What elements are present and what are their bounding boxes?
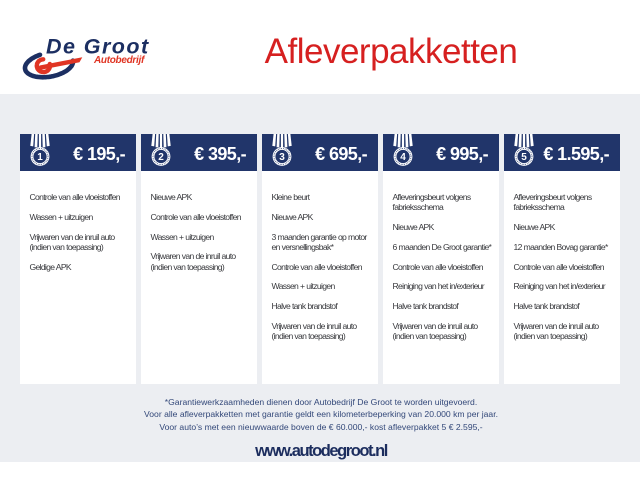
svg-text:5: 5 [521, 152, 527, 163]
svg-text:Autobedrijf: Autobedrijf [93, 55, 146, 66]
svg-text:3: 3 [279, 152, 285, 163]
svg-text:1: 1 [37, 152, 43, 163]
svg-text:De Groot: De Groot [46, 34, 150, 58]
svg-text:4: 4 [400, 152, 406, 163]
svg-text:2: 2 [158, 152, 164, 163]
